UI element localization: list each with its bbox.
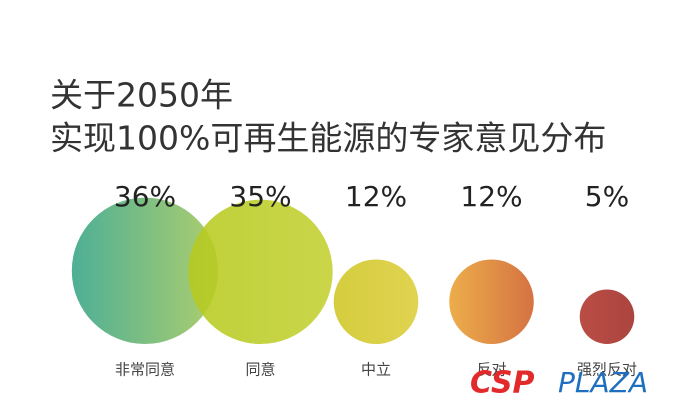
bubble bbox=[71, 197, 219, 344]
chart-title: 实现100%可再生能源的专家意见分布 bbox=[50, 119, 606, 158]
value-label: 12% bbox=[345, 180, 407, 213]
watermark: CSP bbox=[470, 366, 535, 401]
category-label: 强烈反对 bbox=[577, 361, 637, 379]
chart-title: 关于2050年 bbox=[50, 76, 233, 115]
value-label: 12% bbox=[460, 180, 522, 213]
watermark: PLAZA bbox=[558, 366, 648, 399]
category-label: 同意 bbox=[245, 361, 275, 379]
category-label: 中立 bbox=[361, 361, 391, 379]
category-label: 反对 bbox=[476, 361, 506, 379]
bubble bbox=[579, 289, 635, 344]
value-label: 36% bbox=[114, 180, 176, 213]
bubble bbox=[333, 259, 419, 344]
value-label: 35% bbox=[229, 180, 291, 213]
bubble bbox=[188, 199, 333, 344]
category-label: 非常同意 bbox=[115, 361, 175, 379]
bubble bbox=[449, 259, 534, 344]
value-label: 5% bbox=[585, 180, 629, 213]
